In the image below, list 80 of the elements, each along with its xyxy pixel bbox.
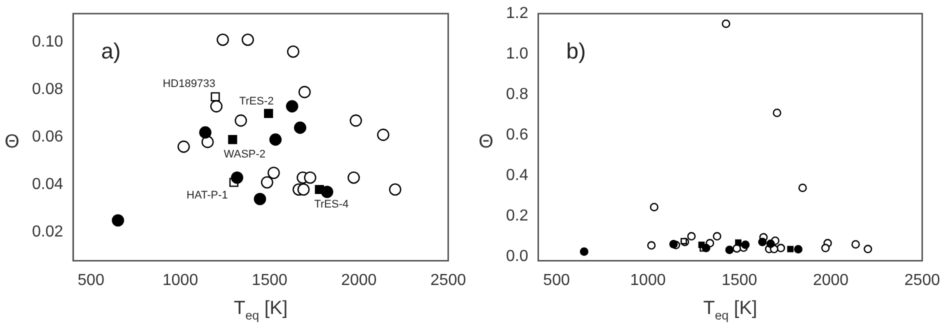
x-tick-label: 2500 xyxy=(430,272,466,289)
point xyxy=(776,244,786,252)
point xyxy=(230,171,244,184)
point xyxy=(821,244,830,252)
y-tick-label: 1.0 xyxy=(506,46,528,63)
annotation: TrES-4 xyxy=(314,198,349,211)
y-tick-label: 0.4 xyxy=(506,167,528,184)
point xyxy=(298,86,311,98)
point xyxy=(260,176,274,189)
point xyxy=(787,246,794,252)
point xyxy=(735,239,742,246)
point xyxy=(264,108,274,118)
point xyxy=(268,166,280,180)
annotation: a) xyxy=(101,38,121,64)
annotation: WASP-2 xyxy=(224,148,266,161)
point xyxy=(304,171,316,184)
x-tick-label: 2000 xyxy=(812,272,849,289)
point xyxy=(210,92,220,102)
point xyxy=(794,245,802,254)
point xyxy=(650,202,658,212)
annotation: b) xyxy=(566,38,586,64)
y-tick-label: 0.6 xyxy=(506,126,528,144)
x-tick-label: 1500 xyxy=(252,272,288,289)
x-tick-label: 2500 xyxy=(904,272,940,289)
y-axis-title: Θ xyxy=(478,131,494,152)
point xyxy=(798,184,807,192)
y-tick-label: 0.2 xyxy=(506,208,528,225)
y-tick-label: 0.06 xyxy=(32,128,64,146)
point xyxy=(680,238,687,244)
point xyxy=(647,241,656,250)
point xyxy=(228,135,238,144)
point xyxy=(712,232,722,241)
point xyxy=(254,192,266,206)
annotation: HAT-P-1 xyxy=(186,189,228,202)
point xyxy=(287,45,300,58)
point xyxy=(389,183,402,196)
point xyxy=(286,100,298,112)
point xyxy=(297,183,310,196)
point xyxy=(350,114,362,127)
point xyxy=(199,126,212,139)
point xyxy=(851,240,860,249)
point xyxy=(314,184,324,194)
point xyxy=(687,232,696,241)
point xyxy=(669,240,678,248)
point xyxy=(112,214,124,227)
point xyxy=(234,114,247,127)
y-tick-label: 0.02 xyxy=(32,224,64,241)
y-tick-label: 0.0 xyxy=(506,248,528,266)
point xyxy=(178,140,190,153)
annotation: TrES-2 xyxy=(239,95,274,108)
point xyxy=(201,136,214,148)
point xyxy=(216,34,229,46)
point xyxy=(348,171,360,184)
point xyxy=(580,247,588,256)
point xyxy=(269,133,282,146)
y-tick-label: 0.8 xyxy=(506,86,528,104)
point xyxy=(864,244,872,254)
x-tick-label: 1500 xyxy=(722,272,758,289)
x-tick-label: 500 xyxy=(78,272,104,289)
y-tick-label: 1.2 xyxy=(506,5,528,22)
point xyxy=(725,246,734,254)
y-tick-label: 0.10 xyxy=(32,34,64,51)
x-tick-label: 1000 xyxy=(630,272,666,289)
x-tick-label: 500 xyxy=(543,272,570,289)
point xyxy=(741,240,750,250)
point xyxy=(758,238,767,246)
point xyxy=(210,100,223,112)
point xyxy=(722,19,730,28)
point xyxy=(377,128,390,141)
x-tick-label: 1000 xyxy=(162,272,198,289)
point xyxy=(766,240,775,248)
x-tick-label: 2000 xyxy=(341,272,377,289)
point xyxy=(294,122,306,134)
annotation: HD189733 xyxy=(162,78,216,90)
y-tick-label: 0.04 xyxy=(32,176,64,194)
y-axis-title: Θ xyxy=(4,131,20,152)
point xyxy=(772,108,782,118)
y-tick-label: 0.08 xyxy=(32,81,64,98)
point xyxy=(242,34,254,46)
point xyxy=(698,242,705,248)
